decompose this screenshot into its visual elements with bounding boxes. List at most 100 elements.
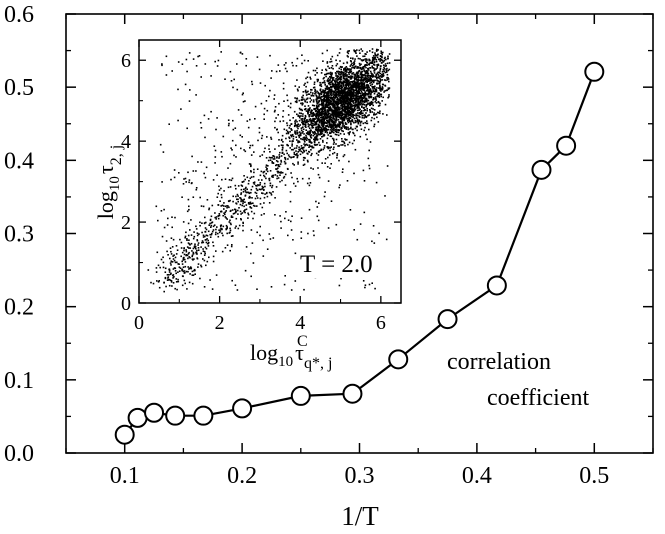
scatter-point — [271, 162, 274, 164]
scatter-point — [334, 79, 336, 82]
scatter-point — [329, 108, 332, 111]
scatter-point — [276, 128, 278, 131]
scatter-point — [359, 113, 361, 115]
scatter-point — [363, 70, 365, 72]
scatter-point — [192, 251, 195, 254]
scatter-point — [334, 86, 336, 88]
scatter-point — [274, 148, 276, 150]
scatter-point — [328, 103, 330, 106]
scatter-point — [244, 211, 246, 214]
scatter-point — [182, 259, 185, 261]
data-point — [388, 349, 409, 370]
scatter-point — [355, 103, 358, 106]
scatter-point — [319, 128, 321, 131]
scatter-point — [308, 109, 310, 112]
scatter-point — [268, 191, 271, 194]
scatter-point — [375, 58, 378, 61]
scatter-point — [333, 114, 336, 116]
scatter-point — [388, 95, 390, 98]
scatter-point — [299, 153, 302, 156]
scatter-point — [350, 77, 352, 79]
scatter-point — [304, 90, 307, 93]
scatter-point — [178, 172, 180, 174]
scatter-point — [242, 199, 244, 201]
scatter-point — [344, 108, 346, 110]
scatter-point — [378, 112, 381, 114]
scatter-point — [326, 111, 328, 113]
scatter-point — [300, 145, 303, 147]
scatter-point — [336, 102, 338, 104]
scatter-point — [170, 250, 172, 253]
scatter-point — [369, 95, 372, 98]
scatter-point — [371, 61, 373, 63]
scatter-point — [328, 126, 330, 128]
scatter-point — [162, 266, 165, 269]
scatter-point — [323, 122, 326, 125]
scatter-point — [328, 112, 331, 115]
scatter-point — [333, 94, 336, 96]
scatter-point — [373, 68, 376, 70]
scatter-point — [327, 156, 329, 159]
scatter-point — [340, 81, 342, 84]
scatter-point — [357, 100, 359, 102]
scatter-point — [168, 274, 170, 276]
scatter-point — [330, 146, 332, 148]
scatter-point — [277, 164, 280, 166]
scatter-point — [374, 57, 377, 59]
scatter-point — [348, 116, 351, 119]
scatter-point — [195, 225, 197, 228]
scatter-point — [363, 65, 366, 68]
scatter-point — [328, 99, 331, 101]
scatter-point — [336, 76, 339, 79]
scatter-point — [290, 148, 293, 151]
scatter-point — [352, 92, 355, 94]
scatter-point — [215, 218, 217, 220]
scatter-point — [372, 55, 375, 57]
scatter-point — [379, 75, 382, 77]
scatter-point — [204, 63, 207, 65]
scatter-point — [247, 126, 250, 129]
scatter-point — [235, 210, 237, 213]
scatter-point — [168, 269, 171, 272]
scatter-point — [347, 50, 349, 52]
scatter-point — [306, 81, 309, 84]
scatter-point — [303, 288, 305, 291]
scatter-point — [366, 98, 368, 100]
scatter-point — [252, 262, 255, 264]
scatter-point — [348, 71, 351, 74]
data-point — [114, 424, 135, 445]
scatter-point — [346, 83, 349, 86]
scatter-point — [344, 89, 347, 91]
data-point — [144, 402, 165, 423]
scatter-point — [217, 59, 220, 62]
scatter-point — [354, 75, 357, 77]
scatter-point — [309, 107, 311, 109]
scatter-point — [319, 81, 321, 84]
scatter-point — [222, 234, 224, 237]
scatter-point — [237, 195, 239, 197]
scatter-point — [282, 141, 284, 143]
scatter-point — [314, 128, 317, 131]
scatter-point — [277, 170, 280, 173]
scatter-point — [246, 120, 249, 122]
scatter-point — [300, 115, 302, 117]
scatter-point — [237, 227, 240, 230]
scatter-point — [244, 190, 247, 192]
scatter-point — [320, 148, 322, 151]
scatter-point — [357, 101, 359, 104]
scatter-point — [277, 131, 279, 134]
scatter-point — [308, 124, 310, 126]
scatter-point — [368, 79, 371, 82]
scatter-point — [322, 99, 324, 102]
scatter-point — [326, 132, 329, 134]
scatter-point — [322, 117, 324, 120]
scatter-point — [326, 49, 328, 52]
scatter-point — [212, 179, 215, 181]
scatter-point — [225, 210, 227, 212]
scatter-point — [321, 129, 324, 132]
scatter-point — [357, 103, 360, 106]
scatter-point — [232, 195, 234, 198]
scatter-point — [342, 97, 344, 100]
scatter-point — [373, 98, 375, 100]
scatter-point — [338, 121, 341, 124]
